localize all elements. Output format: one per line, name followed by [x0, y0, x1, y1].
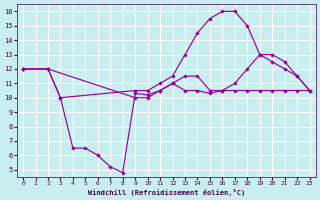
X-axis label: Windchill (Refroidissement éolien,°C): Windchill (Refroidissement éolien,°C)	[88, 189, 245, 196]
